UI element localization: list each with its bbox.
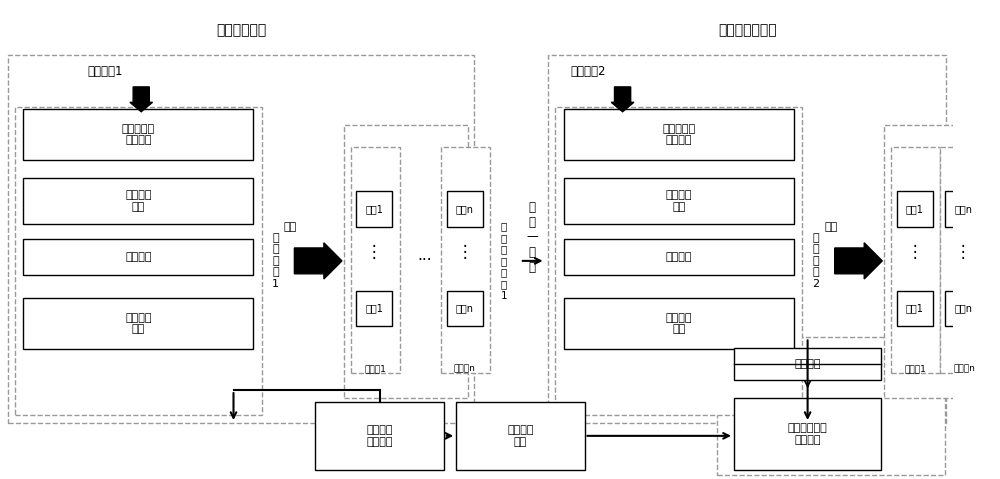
- Text: 待加工零件
工艺特征: 待加工零件 工艺特征: [662, 124, 695, 146]
- Text: 空间特征: 空间特征: [125, 252, 152, 262]
- Text: 映射: 映射: [284, 222, 297, 232]
- Bar: [940, 147, 988, 373]
- Bar: [564, 297, 794, 349]
- Bar: [717, 337, 945, 475]
- Bar: [23, 178, 253, 224]
- Bar: [897, 191, 933, 227]
- Text: 任务分配
机制: 任务分配 机制: [507, 425, 534, 446]
- Bar: [23, 239, 253, 275]
- Bar: [734, 398, 881, 469]
- Text: 工作站1: 工作站1: [364, 365, 386, 374]
- Bar: [564, 178, 794, 224]
- Text: 马尔科夫
决策过程: 马尔科夫 决策过程: [366, 425, 393, 446]
- Text: ⋮: ⋮: [366, 243, 383, 261]
- Text: 机床1: 机床1: [365, 204, 383, 214]
- Text: 市场需求1: 市场需求1: [87, 66, 123, 79]
- FancyArrow shape: [294, 243, 342, 279]
- Text: ⋮: ⋮: [955, 243, 971, 261]
- Bar: [447, 291, 483, 327]
- Bar: [734, 348, 881, 380]
- FancyArrow shape: [130, 87, 153, 112]
- FancyArrow shape: [835, 243, 882, 279]
- Text: 成本约束
特征: 成本约束 特征: [665, 313, 692, 334]
- Text: 当前任务状态: 当前任务状态: [216, 23, 266, 37]
- Text: ⋮: ⋮: [906, 243, 923, 261]
- Text: 机床1: 机床1: [365, 304, 383, 314]
- Bar: [351, 147, 400, 373]
- Bar: [8, 55, 474, 423]
- Text: 待加工零件
工艺特征: 待加工零件 工艺特征: [122, 124, 155, 146]
- Text: ···: ···: [863, 253, 877, 268]
- Bar: [356, 291, 392, 327]
- Bar: [15, 107, 262, 415]
- Text: 空间特征: 空间特征: [665, 252, 692, 262]
- Bar: [564, 239, 794, 275]
- Text: 市场需求2: 市场需求2: [570, 66, 606, 79]
- FancyArrow shape: [611, 87, 634, 112]
- Text: 下一个任务状态: 下一个任务状态: [718, 23, 777, 37]
- Bar: [891, 147, 940, 373]
- Text: 支配决策: 支配决策: [794, 359, 821, 369]
- Bar: [315, 402, 444, 469]
- Text: ···: ···: [417, 253, 432, 268]
- Text: 机床n: 机床n: [456, 304, 474, 314]
- Text: 机床n: 机床n: [456, 204, 474, 214]
- Text: 机床配置
特征: 机床配置 特征: [665, 191, 692, 212]
- Bar: [23, 109, 253, 160]
- Text: 机床1: 机床1: [906, 204, 924, 214]
- Bar: [441, 147, 490, 373]
- Bar: [356, 191, 392, 227]
- Bar: [456, 402, 585, 469]
- Text: 映射: 映射: [824, 222, 838, 232]
- Text: 机
床
能
力
空
间
1: 机 床 能 力 空 间 1: [500, 221, 507, 301]
- Bar: [564, 109, 794, 160]
- Bar: [23, 297, 253, 349]
- Bar: [884, 125, 1000, 398]
- Bar: [555, 107, 802, 415]
- Text: 工作站n: 工作站n: [953, 365, 975, 374]
- Bar: [897, 291, 933, 327]
- Text: 工作站n: 工作站n: [454, 365, 476, 374]
- Bar: [548, 55, 946, 423]
- Text: 自适应粒子群
优化算法: 自适应粒子群 优化算法: [788, 423, 827, 445]
- Text: ⋮: ⋮: [456, 243, 473, 261]
- Bar: [945, 191, 981, 227]
- Bar: [447, 191, 483, 227]
- Text: 工作站1: 工作站1: [905, 365, 927, 374]
- Bar: [344, 125, 468, 398]
- Text: 成本约束
特征: 成本约束 特征: [125, 313, 152, 334]
- Text: 任
务
空
间
1: 任 务 空 间 1: [272, 233, 279, 289]
- Text: 任
务
空
间
2: 任 务 空 间 2: [812, 233, 819, 289]
- Text: 机床配置
特征: 机床配置 特征: [125, 191, 152, 212]
- Text: 机床n: 机床n: [954, 304, 972, 314]
- Text: 状
态
—
转
移: 状 态 — 转 移: [526, 201, 538, 274]
- Bar: [945, 291, 981, 327]
- Text: 机床1: 机床1: [906, 304, 924, 314]
- Text: 机床n: 机床n: [954, 204, 972, 214]
